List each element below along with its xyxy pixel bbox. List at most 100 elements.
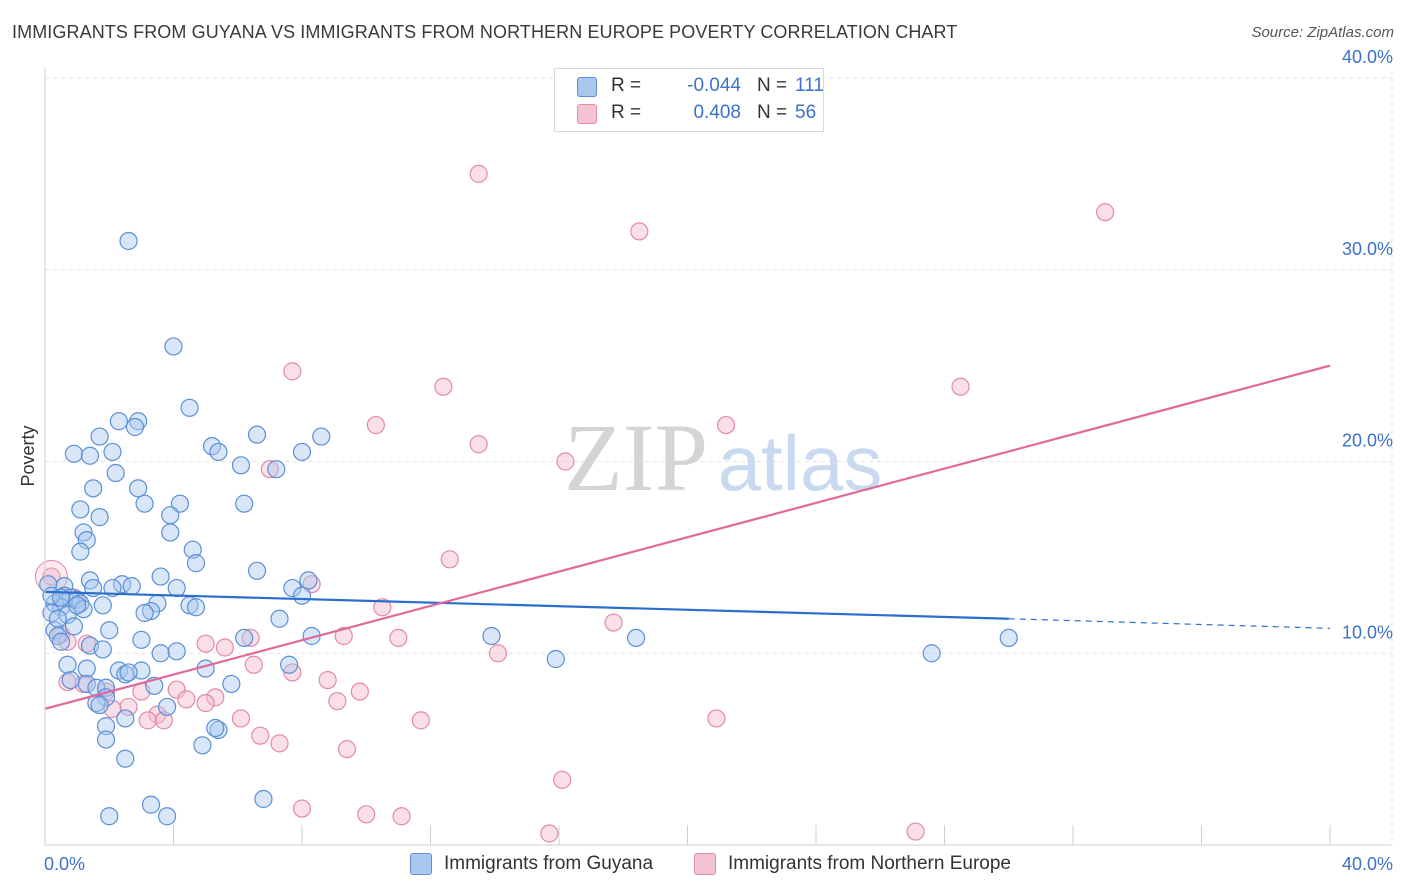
point-northern-europe-52 — [392, 807, 411, 826]
point-guyana-1 — [164, 337, 183, 356]
point-guyana-61 — [64, 617, 84, 636]
point-guyana-75 — [58, 655, 77, 674]
point-northern-europe-35 — [177, 690, 196, 709]
point-guyana-6 — [247, 425, 267, 444]
point-guyana-4 — [129, 412, 148, 431]
source-label: Source: ZipAtlas.com — [1251, 24, 1394, 41]
point-guyana-56 — [186, 598, 206, 617]
point-northern-europe-45 — [707, 709, 726, 728]
point-guyana-94 — [96, 717, 116, 736]
legend-r-label: R = — [611, 75, 642, 96]
point-northern-europe-7 — [716, 415, 736, 435]
point-northern-europe-3 — [283, 362, 302, 381]
point-guyana-40 — [292, 586, 312, 605]
point-northern-europe-55 — [77, 634, 96, 653]
point-northern-europe-9 — [556, 452, 575, 471]
point-northern-europe-8 — [469, 435, 488, 454]
trend-line-guyana — [44, 590, 1009, 620]
point-guyana-93 — [206, 718, 225, 738]
trend-line-guyana-extension — [1008, 618, 1331, 629]
point-northern-europe-43 — [231, 709, 251, 728]
point-northern-europe-53 — [540, 824, 559, 843]
point-guyana-62 — [45, 621, 64, 640]
point-northern-europe-11 — [440, 550, 459, 569]
point-northern-europe-41 — [138, 711, 157, 730]
point-guyana-29 — [71, 542, 90, 561]
point-northern-europe-18 — [58, 632, 77, 651]
point-guyana-7 — [312, 427, 331, 446]
point-guyana-38 — [283, 578, 302, 598]
point-guyana-11 — [64, 444, 84, 463]
point-guyana-10 — [209, 442, 228, 462]
point-guyana-33 — [151, 567, 170, 586]
point-guyana-105 — [68, 596, 87, 615]
y-tick-label: 20.0% — [1342, 431, 1393, 451]
point-guyana-25 — [90, 508, 109, 527]
point-northern-europe-1 — [630, 222, 649, 241]
point-guyana-24 — [161, 506, 180, 525]
point-guyana-2 — [180, 398, 199, 417]
point-northern-europe-34 — [206, 688, 225, 707]
point-northern-europe-38 — [119, 697, 138, 717]
point-guyana-0 — [119, 231, 138, 251]
point-guyana-83 — [222, 674, 241, 694]
point-guyana-107 — [93, 640, 112, 659]
point-northern-europe-49 — [553, 770, 572, 789]
point-guyana-91 — [116, 709, 135, 728]
bottom-legend-swatch-blue — [410, 853, 432, 875]
point-northern-europe-42 — [154, 711, 173, 730]
point-guyana-68 — [482, 626, 501, 646]
point-northern-europe-24 — [215, 638, 234, 657]
point-guyana-73 — [167, 642, 186, 661]
chart-title: IMMIGRANTS FROM GUYANA VS IMMIGRANTS FRO… — [12, 22, 958, 42]
point-guyana-42 — [55, 577, 74, 596]
point-northern-europe-48 — [337, 740, 357, 759]
legend-r-label: R = — [611, 102, 642, 123]
point-guyana-32 — [247, 561, 267, 580]
point-guyana-74 — [546, 649, 565, 669]
legend-r-value: -0.044 — [687, 75, 741, 96]
point-northern-europe-4 — [434, 377, 453, 396]
point-northern-europe-36 — [196, 694, 215, 713]
series-northern-europe-points — [34, 164, 1115, 843]
point-northern-europe-2 — [1096, 203, 1115, 222]
trend-line-northern-europe — [44, 364, 1331, 710]
legend-n-label: N = — [757, 102, 788, 123]
legend-n-value: 56 — [795, 102, 817, 123]
point-guyana-103 — [999, 628, 1018, 648]
x-tick-label-max: 40.0% — [1342, 854, 1393, 874]
point-guyana-22 — [235, 494, 254, 513]
point-guyana-23 — [71, 500, 90, 519]
point-guyana-36 — [122, 577, 141, 596]
point-northern-europe-31 — [167, 680, 186, 699]
point-guyana-18 — [84, 479, 103, 498]
point-northern-europe-16 — [604, 613, 623, 632]
point-guyana-12 — [103, 442, 122, 462]
legend-n-value: 111 — [795, 75, 824, 96]
y-tick-label: 10.0% — [1342, 622, 1393, 642]
point-northern-europe-19 — [334, 626, 353, 646]
point-guyana-92 — [209, 720, 228, 740]
point-guyana-65 — [132, 630, 151, 649]
point-guyana-17 — [106, 463, 125, 483]
point-guyana-95 — [96, 730, 116, 749]
point-guyana-60 — [270, 609, 289, 628]
bottom-legend-label-guyana: Immigrants from Guyana — [444, 853, 654, 874]
point-guyana-31 — [186, 554, 206, 573]
point-northern-europe-44 — [411, 711, 430, 730]
point-guyana-99 — [254, 789, 273, 809]
point-guyana-59 — [58, 605, 77, 625]
point-guyana-98 — [141, 795, 161, 814]
point-guyana-90 — [157, 697, 177, 717]
legend-swatch-blue — [577, 77, 597, 97]
point-northern-europe-15 — [373, 598, 392, 617]
point-guyana-81 — [77, 659, 96, 678]
point-guyana-72 — [151, 644, 170, 663]
point-guyana-48 — [71, 594, 90, 613]
point-guyana-26 — [161, 523, 180, 542]
legend-n-label: N = — [757, 75, 788, 96]
point-guyana-96 — [193, 736, 212, 755]
point-northern-europe-54 — [906, 822, 925, 841]
point-guyana-41 — [103, 578, 122, 598]
point-northern-europe-10 — [260, 460, 279, 479]
